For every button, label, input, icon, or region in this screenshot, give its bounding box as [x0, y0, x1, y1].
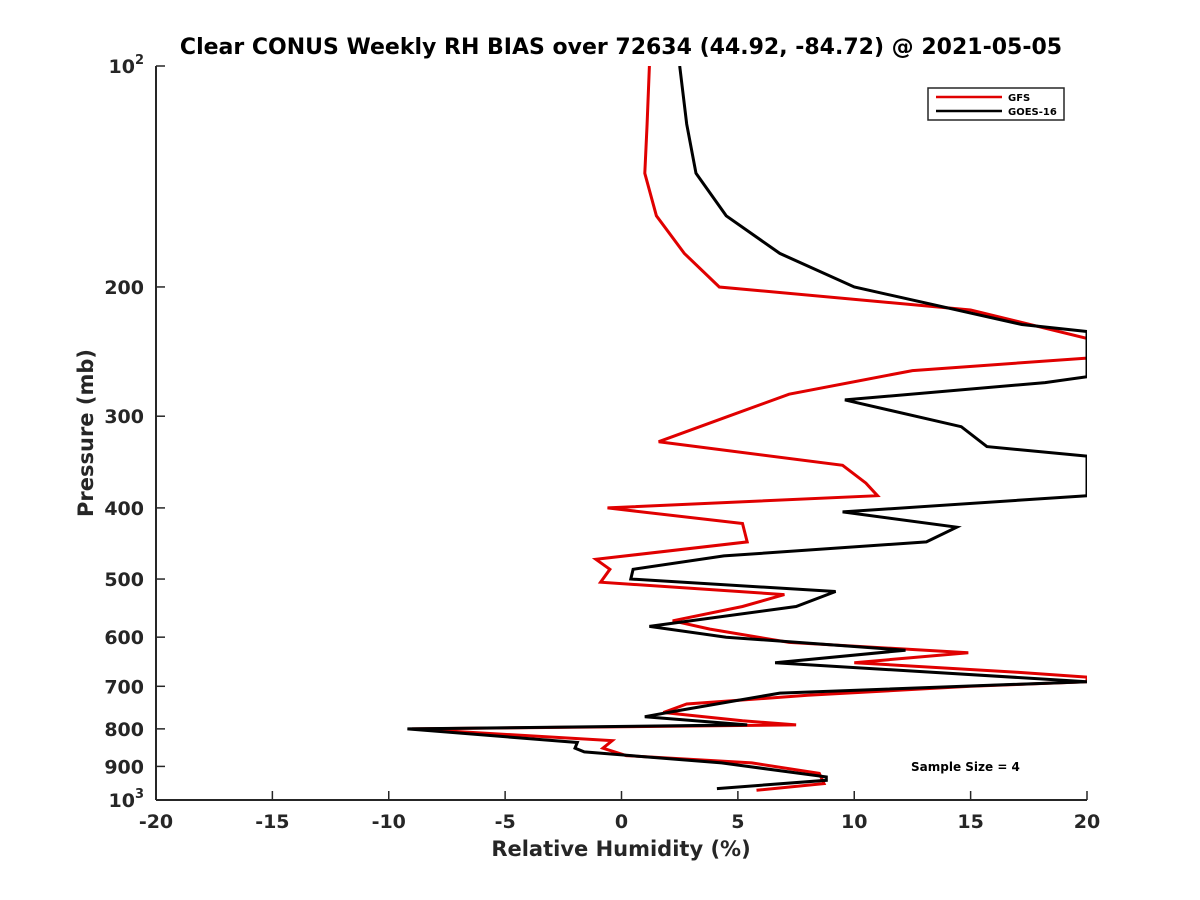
y-tick-label: 900 — [104, 756, 144, 778]
legend-label-gfs: GFS — [1008, 93, 1030, 104]
series-line-goes16 — [407, 66, 1087, 791]
legend-box — [927, 87, 1065, 121]
plot-area: -20 -15 -10 -5 0 5 10 15 20 102 200 300 400 500 600 70… — [104, 53, 1100, 833]
x-tick-label: 0 — [615, 811, 628, 833]
legend: GFS GOES-16 — [927, 87, 1065, 121]
y-tick-label: 800 — [104, 719, 144, 741]
x-ticks: -20 -15 -10 -5 0 5 10 15 20 — [139, 791, 1100, 833]
y-ticks: 102 200 300 400 500 600 700 800 900 103 — [104, 53, 165, 812]
y-tick-label: 102 — [109, 53, 145, 78]
legend-label-goes16: GOES-16 — [1008, 107, 1057, 118]
x-tick-label: 15 — [957, 811, 983, 833]
x-axis-label: Relative Humidity (%) — [491, 837, 750, 861]
x-tick-label: -20 — [139, 811, 173, 833]
y-tick-label: 500 — [104, 569, 144, 591]
series-layer — [407, 66, 1087, 792]
y-tick-label: 300 — [104, 406, 144, 428]
y-tick-label: 200 — [104, 277, 144, 299]
y-axis-label: Pressure (mb) — [74, 349, 98, 517]
x-tick-label: -5 — [495, 811, 516, 833]
x-tick-label: 10 — [841, 811, 867, 833]
x-tick-label: 5 — [731, 811, 744, 833]
x-tick-label: -15 — [255, 811, 289, 833]
y-tick-label: 400 — [104, 498, 144, 520]
x-tick-label: -10 — [372, 811, 406, 833]
y-tick-label: 700 — [104, 676, 144, 698]
x-tick-label: 20 — [1074, 811, 1100, 833]
y-tick-label: 103 — [109, 787, 145, 812]
y-tick-label: 600 — [104, 627, 144, 649]
chart-title: Clear CONUS Weekly RH BIAS over 72634 (4… — [180, 35, 1062, 60]
sample-size-annotation: Sample Size = 4 — [911, 760, 1020, 774]
series-line-gfs — [411, 66, 1087, 792]
